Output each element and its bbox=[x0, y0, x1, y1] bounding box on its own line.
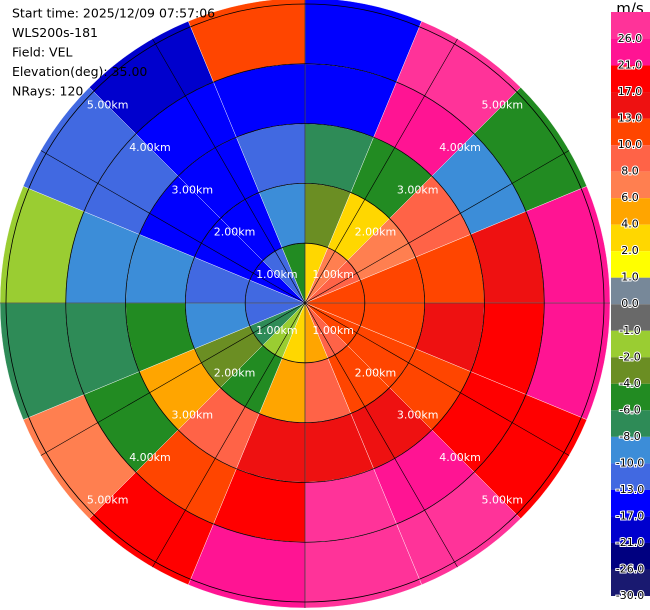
range-label: 2.00km bbox=[355, 226, 397, 239]
colorbar-tick-label: 4.0 bbox=[621, 218, 639, 231]
range-label: 3.00km bbox=[171, 183, 213, 196]
colorbar-band bbox=[611, 516, 650, 543]
colorbar-tick-label: 8.0 bbox=[621, 165, 639, 178]
range-label: 5.00km bbox=[482, 99, 524, 112]
range-ring bbox=[65, 63, 545, 543]
colorbar-tick-label: 2.0 bbox=[621, 244, 639, 257]
colorbar-band bbox=[611, 304, 650, 331]
spoke bbox=[152, 38, 306, 304]
spoke bbox=[304, 38, 458, 304]
header: Start time: 2025/12/09 07:57:06 WLS200s-1… bbox=[12, 6, 215, 99]
spoke bbox=[152, 302, 306, 568]
range-label: 1.00km bbox=[312, 324, 354, 337]
colorbar-band bbox=[611, 383, 650, 411]
range-label: 3.00km bbox=[397, 409, 439, 422]
colorbar-tick-label: -8.0 bbox=[619, 430, 640, 443]
range-ring bbox=[5, 3, 605, 603]
range-label: 5.00km bbox=[87, 493, 129, 506]
colorbar-band bbox=[611, 542, 650, 570]
colorbar-tick-label: -30.0 bbox=[616, 589, 644, 602]
colorbar-band bbox=[611, 436, 650, 464]
colorbar-tick-label: 21.0 bbox=[618, 59, 643, 72]
spoke bbox=[304, 150, 570, 304]
spoke bbox=[304, 302, 570, 456]
spoke bbox=[304, 302, 458, 568]
range-label: 2.00km bbox=[214, 366, 256, 379]
range-ring bbox=[125, 123, 485, 483]
header-line: WLS200s-181 bbox=[12, 25, 98, 40]
colorbar-tick-label: 10.0 bbox=[618, 138, 643, 151]
colorbar-band bbox=[611, 277, 650, 305]
range-label: 1.00km bbox=[312, 268, 354, 281]
range-label: 5.00km bbox=[87, 99, 129, 112]
range-label: 2.00km bbox=[355, 366, 397, 379]
colorbar-band bbox=[611, 12, 650, 39]
colorbar-band bbox=[611, 118, 650, 146]
colorbar-band bbox=[611, 171, 650, 199]
range-ring bbox=[244, 242, 366, 364]
spoke bbox=[40, 302, 306, 456]
colorbar-band bbox=[611, 92, 650, 119]
colorbar-tick-label: -13.0 bbox=[616, 483, 644, 496]
range-label: 3.00km bbox=[171, 409, 213, 422]
header-line: Elevation(deg): 35.00 bbox=[12, 64, 147, 79]
colorbar-band bbox=[611, 463, 650, 490]
colorbar-tick-label: 0.0 bbox=[621, 297, 639, 310]
colorbar-tick-label: 6.0 bbox=[621, 191, 639, 204]
range-ring bbox=[184, 182, 426, 424]
range-label: 5.00km bbox=[482, 493, 524, 506]
colorbar-band bbox=[611, 39, 650, 66]
colorbar-band bbox=[611, 357, 650, 384]
range-label: 4.00km bbox=[129, 141, 171, 154]
header-line: Start time: 2025/12/09 07:57:06 bbox=[12, 6, 215, 21]
colorbar-band bbox=[611, 330, 650, 358]
colorbar-tick-label: -17.0 bbox=[616, 509, 644, 522]
ppi-plot bbox=[0, 0, 611, 609]
colorbar-band bbox=[611, 489, 650, 517]
colorbar-tick-label: -10.0 bbox=[616, 456, 644, 469]
colorbar-tick-label: -2.0 bbox=[619, 350, 640, 363]
colorbar-band bbox=[611, 65, 650, 93]
range-label: 1.00km bbox=[256, 268, 298, 281]
colorbar-tick-label: 26.0 bbox=[618, 32, 643, 45]
spoke bbox=[40, 150, 306, 304]
colorbar-band bbox=[611, 251, 650, 278]
header-line: Field: VEL bbox=[12, 45, 72, 60]
range-label: 1.00km bbox=[256, 324, 298, 337]
range-label: 3.00km bbox=[397, 183, 439, 196]
colorbar-tick-label: -21.0 bbox=[616, 536, 644, 549]
range-label: 4.00km bbox=[439, 451, 481, 464]
colorbar-band bbox=[611, 410, 650, 437]
colorbar-tick-label: 13.0 bbox=[618, 112, 643, 125]
colorbar-band bbox=[611, 198, 650, 225]
overlay: 1.00km 1.00km 1.00km 1.00km 2.00km 2.00km 2.00… bbox=[0, 0, 610, 608]
range-label: 2.00km bbox=[214, 226, 256, 239]
colorbar-band bbox=[611, 224, 650, 252]
colorbar-tick-label: -1.0 bbox=[619, 324, 640, 337]
colorbar-tick-label: -26.0 bbox=[616, 562, 644, 575]
colorbar-tick-label: 17.0 bbox=[618, 85, 643, 98]
header-line: NRays: 120 bbox=[12, 84, 83, 99]
colorbar-tick-label: -6.0 bbox=[619, 403, 640, 416]
colorbar-tick-label: -4.0 bbox=[619, 377, 640, 390]
colorbar: m/s 26.021.017.013.010.08.06.04.02.01.00… bbox=[611, 0, 650, 603]
range-label: 4.00km bbox=[129, 451, 171, 464]
colorbar-band bbox=[611, 145, 650, 172]
range-label: 4.00km bbox=[439, 141, 481, 154]
colorbar-band bbox=[611, 569, 650, 596]
colorbar-tick-label: 1.0 bbox=[621, 271, 639, 284]
